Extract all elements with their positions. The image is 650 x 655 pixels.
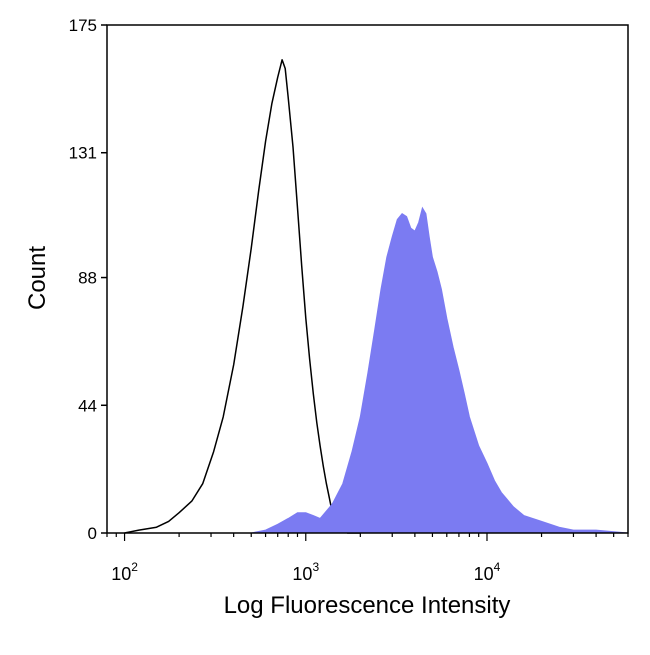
series-filled-histogram [251, 206, 629, 534]
y-tick-label: 0 [88, 524, 97, 543]
x-tick-label: 104 [474, 560, 501, 584]
series-layer [124, 59, 629, 534]
y-tick-label: 44 [78, 396, 97, 415]
y-tick-label: 88 [78, 269, 97, 288]
x-tick-label: 103 [292, 560, 319, 584]
plot-frame [106, 24, 629, 534]
x-axis: 102 103 104 [106, 533, 629, 584]
x-tick-label: 102 [111, 560, 138, 584]
series-outline-histogram [124, 59, 361, 534]
y-axis: 0 44 88 131 175 [69, 16, 107, 543]
y-tick-label: 175 [69, 16, 97, 35]
x-axis-title: Log Fluorescence Intensity [224, 592, 511, 619]
y-tick-label: 131 [69, 144, 97, 163]
y-axis-title: Count [24, 246, 51, 310]
